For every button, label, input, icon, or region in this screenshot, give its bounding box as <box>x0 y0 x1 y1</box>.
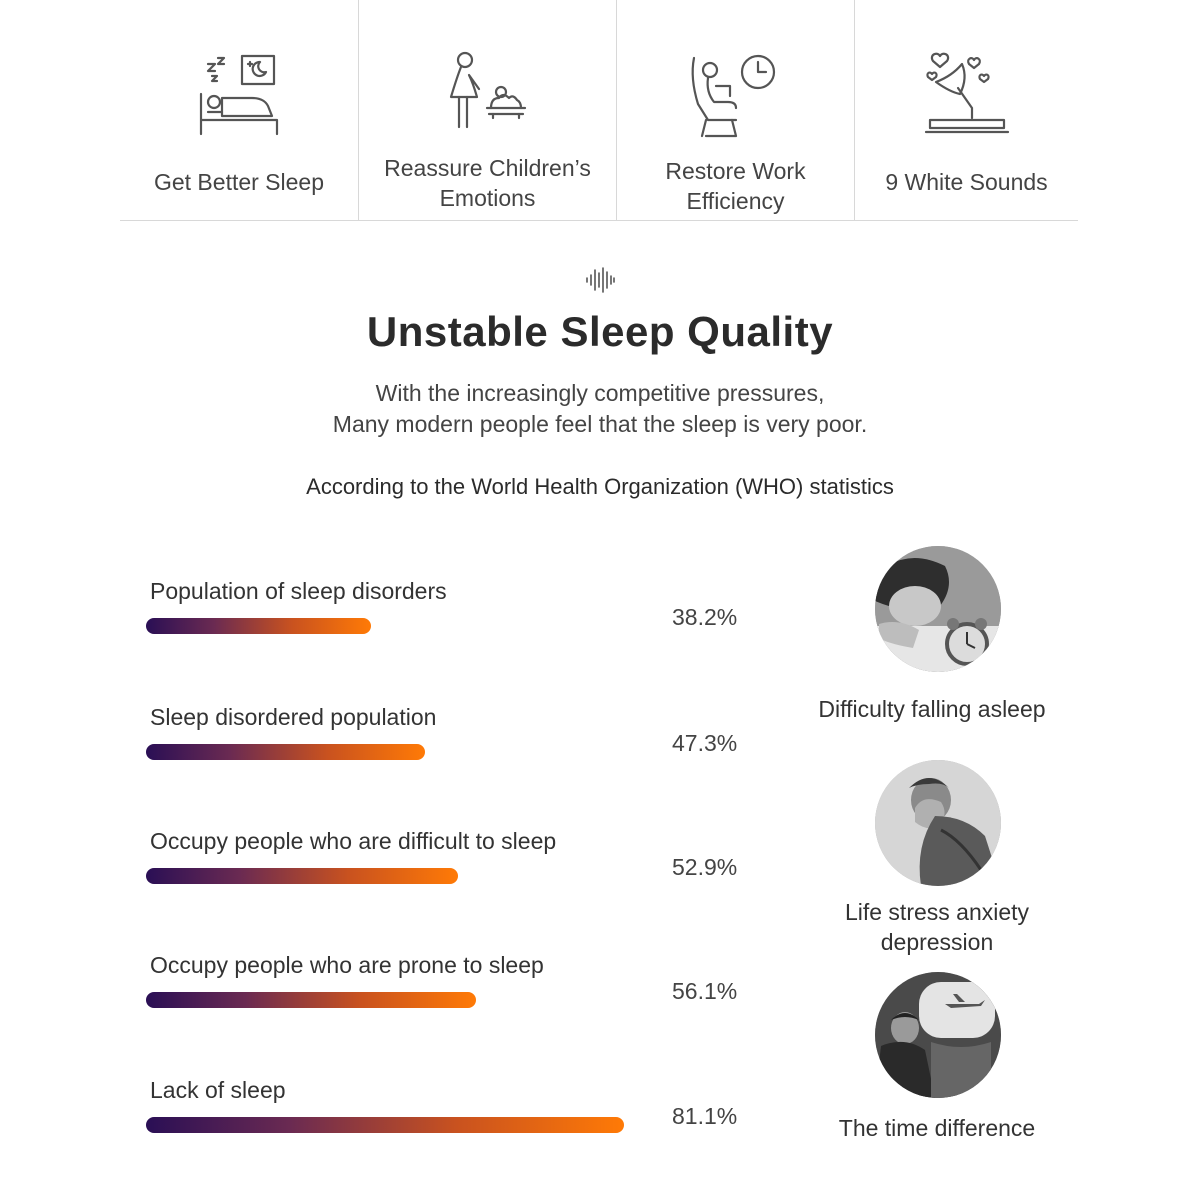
feature-row: Get Better Sleep Reassure Children’s Emo… <box>120 0 1078 221</box>
stat-percent: 56.1% <box>672 978 738 1004</box>
stat-label: Population of sleep disorders <box>150 578 447 604</box>
airplane-window-traveler-photo <box>875 972 1001 1098</box>
source-note: According to the World Health Organizati… <box>306 474 894 499</box>
feature-white-sounds: 9 White Sounds <box>854 0 1078 221</box>
stat-percent: 47.3% <box>672 730 738 756</box>
stat-label: Occupy people who are prone to sleep <box>150 952 544 978</box>
tired-person-alarm-clock-photo <box>875 546 1001 672</box>
stat-bar-track <box>146 992 721 1008</box>
feature-reassure-children: Reassure Children’s Emotions <box>358 0 616 221</box>
stat-label: Lack of sleep <box>150 1077 286 1103</box>
subtitle-line: Many modern people feel that the sleep i… <box>332 411 868 437</box>
stat-percent: 52.9% <box>672 854 738 880</box>
cause-label: The time difference <box>838 1115 1036 1141</box>
stat-bar-track <box>146 868 721 884</box>
stat-percent: 38.2% <box>672 604 738 630</box>
stat-percent: 81.1% <box>672 1103 738 1129</box>
stat-bar-track <box>146 744 721 760</box>
section-title: Unstable Sleep Quality <box>366 308 834 355</box>
stat-label: Sleep disordered population <box>150 704 437 730</box>
office-chair-clock-icon <box>691 54 775 138</box>
gramophone-hearts-icon <box>924 52 1009 134</box>
stat-bar-track <box>146 618 721 634</box>
sleeping-bed-icon <box>199 54 279 136</box>
stat-bar-fill <box>146 1117 624 1133</box>
section-subtitle: With the increasingly competitive pressu… <box>0 378 1200 440</box>
stat-bar-fill <box>146 868 458 884</box>
feature-label: Restore Work Efficiency <box>665 158 806 214</box>
stat-bar-fill <box>146 992 476 1008</box>
cause-label: Difficulty falling asleep <box>818 696 1046 722</box>
sound-wave-icon <box>586 267 615 293</box>
feature-label: 9 White Sounds <box>885 169 1048 195</box>
mother-baby-icon <box>449 51 526 129</box>
cause-label: Life stress anxiety depression <box>844 899 1030 955</box>
feature-get-better-sleep: Get Better Sleep <box>120 0 358 221</box>
feature-label: Reassure Children’s Emotions <box>384 155 591 211</box>
feature-label: Get Better Sleep <box>153 169 325 195</box>
feature-restore-work: Restore Work Efficiency <box>616 0 854 221</box>
stressed-man-photo <box>875 760 1001 886</box>
stat-bar-fill <box>146 744 425 760</box>
stat-bar-track <box>146 1117 721 1133</box>
stat-bar-fill <box>146 618 371 634</box>
subtitle-line: With the increasingly competitive pressu… <box>375 380 825 406</box>
stat-label: Occupy people who are difficult to sleep <box>150 828 557 854</box>
